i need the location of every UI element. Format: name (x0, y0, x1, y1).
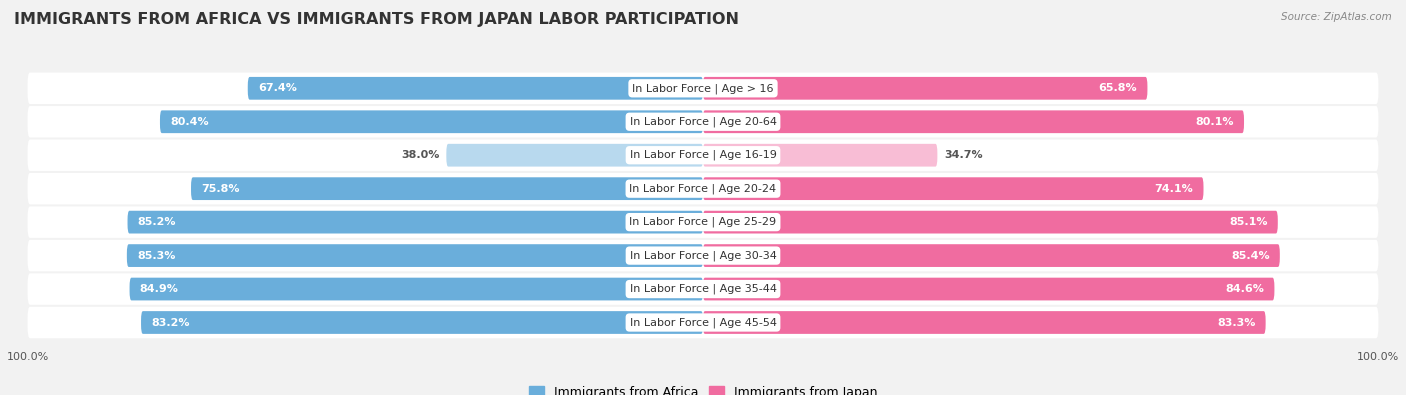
Text: 67.4%: 67.4% (257, 83, 297, 93)
FancyBboxPatch shape (28, 139, 1378, 171)
FancyBboxPatch shape (446, 144, 703, 167)
Text: 85.2%: 85.2% (138, 217, 176, 227)
FancyBboxPatch shape (703, 244, 1279, 267)
FancyBboxPatch shape (28, 207, 1378, 238)
Text: Source: ZipAtlas.com: Source: ZipAtlas.com (1281, 12, 1392, 22)
FancyBboxPatch shape (28, 307, 1378, 338)
Text: IMMIGRANTS FROM AFRICA VS IMMIGRANTS FROM JAPAN LABOR PARTICIPATION: IMMIGRANTS FROM AFRICA VS IMMIGRANTS FRO… (14, 12, 740, 27)
FancyBboxPatch shape (28, 106, 1378, 137)
FancyBboxPatch shape (28, 240, 1378, 271)
FancyBboxPatch shape (703, 77, 1147, 100)
Text: 75.8%: 75.8% (201, 184, 239, 194)
FancyBboxPatch shape (703, 278, 1274, 301)
FancyBboxPatch shape (127, 244, 703, 267)
Text: 38.0%: 38.0% (401, 150, 440, 160)
Text: 84.9%: 84.9% (139, 284, 179, 294)
Text: In Labor Force | Age 30-34: In Labor Force | Age 30-34 (630, 250, 776, 261)
Text: 80.4%: 80.4% (170, 117, 208, 127)
Text: In Labor Force | Age 45-54: In Labor Force | Age 45-54 (630, 317, 776, 328)
FancyBboxPatch shape (128, 211, 703, 233)
FancyBboxPatch shape (141, 311, 703, 334)
Text: 65.8%: 65.8% (1098, 83, 1137, 93)
Text: 85.1%: 85.1% (1229, 217, 1268, 227)
FancyBboxPatch shape (28, 173, 1378, 204)
Text: In Labor Force | Age 25-29: In Labor Force | Age 25-29 (630, 217, 776, 228)
FancyBboxPatch shape (28, 73, 1378, 104)
Text: 80.1%: 80.1% (1195, 117, 1234, 127)
FancyBboxPatch shape (703, 311, 1265, 334)
FancyBboxPatch shape (703, 211, 1278, 233)
Text: In Labor Force | Age 35-44: In Labor Force | Age 35-44 (630, 284, 776, 294)
Text: In Labor Force | Age 20-64: In Labor Force | Age 20-64 (630, 117, 776, 127)
FancyBboxPatch shape (247, 77, 703, 100)
FancyBboxPatch shape (28, 273, 1378, 305)
Text: In Labor Force | Age 16-19: In Labor Force | Age 16-19 (630, 150, 776, 160)
Text: 84.6%: 84.6% (1226, 284, 1264, 294)
FancyBboxPatch shape (703, 177, 1204, 200)
Legend: Immigrants from Africa, Immigrants from Japan: Immigrants from Africa, Immigrants from … (524, 381, 882, 395)
Text: 74.1%: 74.1% (1154, 184, 1194, 194)
Text: 34.7%: 34.7% (945, 150, 983, 160)
Text: In Labor Force | Age > 16: In Labor Force | Age > 16 (633, 83, 773, 94)
Text: 83.3%: 83.3% (1218, 318, 1256, 327)
Text: 85.3%: 85.3% (136, 250, 176, 261)
FancyBboxPatch shape (191, 177, 703, 200)
FancyBboxPatch shape (703, 110, 1244, 133)
FancyBboxPatch shape (703, 144, 938, 167)
Text: In Labor Force | Age 20-24: In Labor Force | Age 20-24 (630, 183, 776, 194)
Text: 83.2%: 83.2% (152, 318, 190, 327)
FancyBboxPatch shape (129, 278, 703, 301)
FancyBboxPatch shape (160, 110, 703, 133)
Text: 85.4%: 85.4% (1232, 250, 1270, 261)
